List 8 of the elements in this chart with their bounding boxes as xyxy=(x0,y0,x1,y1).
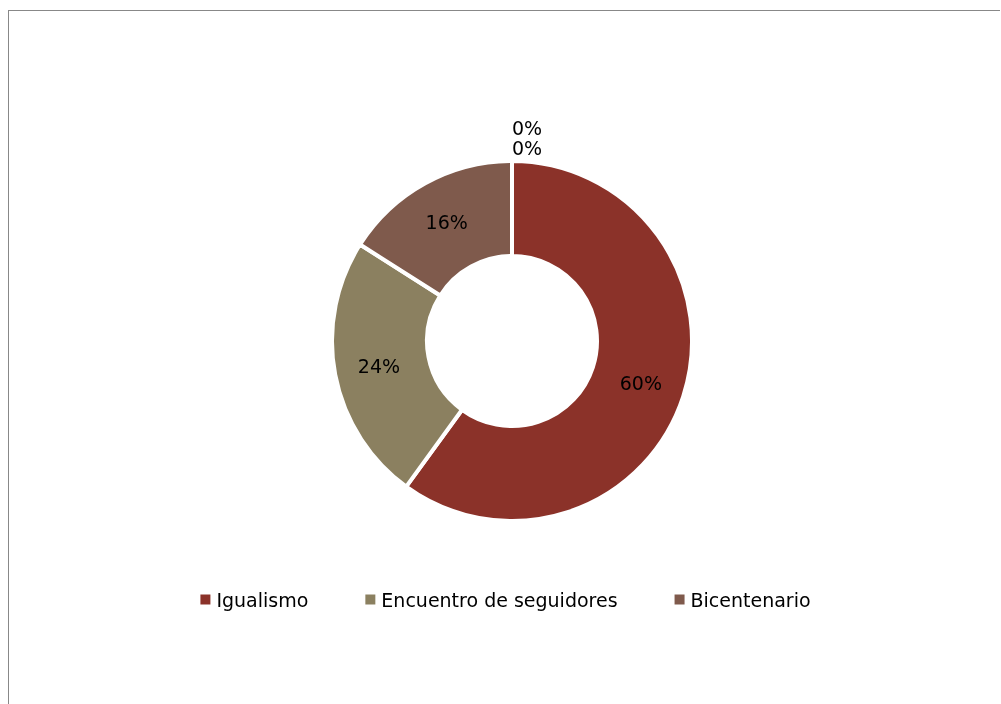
data-label: 16% xyxy=(425,211,468,234)
text: 0% xyxy=(511,116,543,139)
legend-label: Encuentro de seguidores xyxy=(381,588,618,611)
text: 0% xyxy=(511,136,543,159)
data-label: 60% xyxy=(619,371,662,394)
legend-label: Igualismo xyxy=(216,588,309,611)
data-label: 24% xyxy=(357,355,401,378)
legend-label: Bicentenario xyxy=(690,588,811,611)
